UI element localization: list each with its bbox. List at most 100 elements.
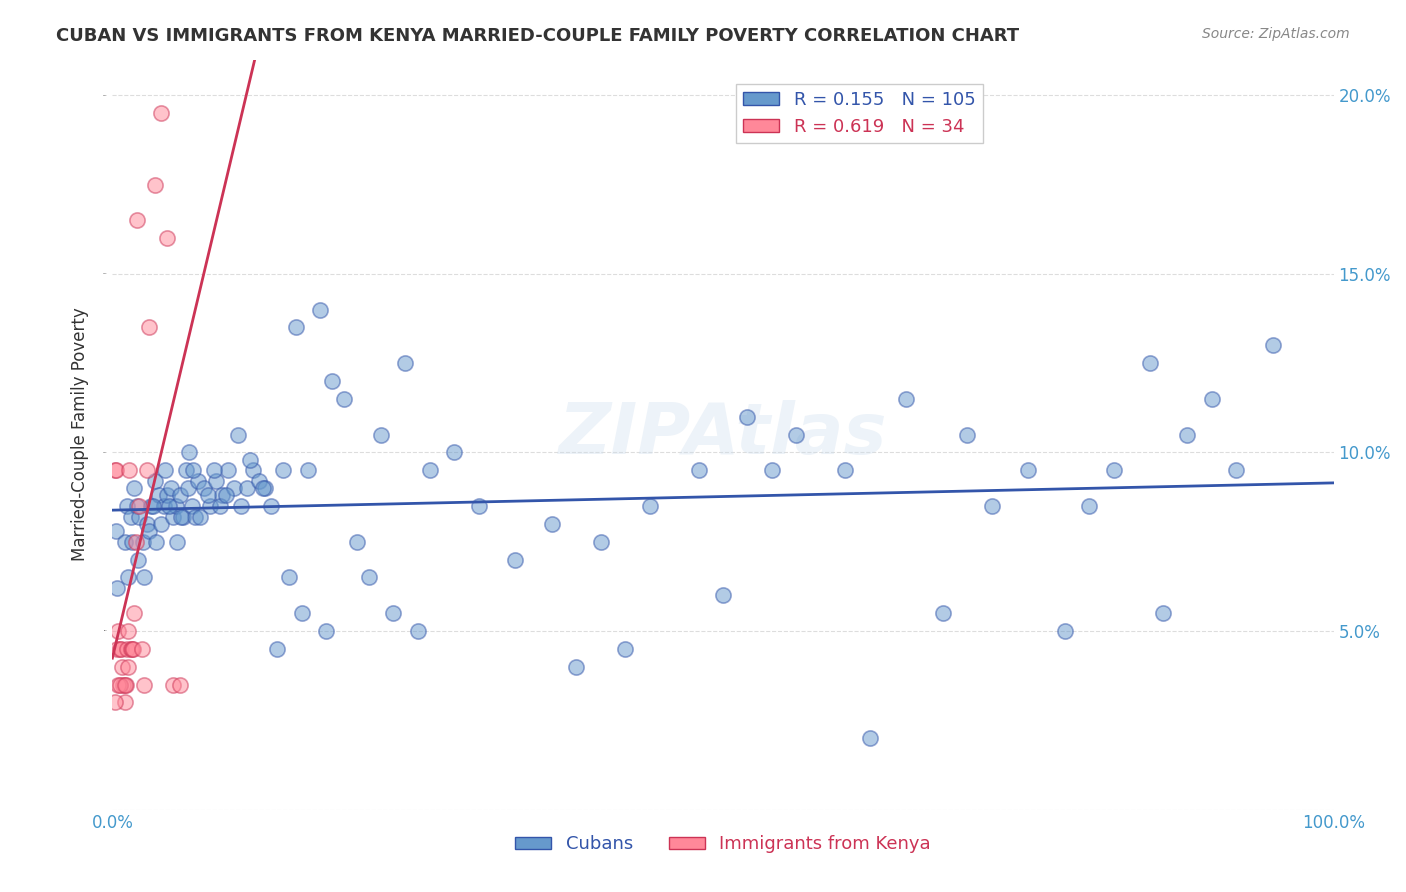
Point [193, 481, 215, 495]
Point [226, 427, 249, 442]
Point [205, 474, 228, 488]
Point [156, 231, 179, 245]
Point [1175, 427, 1198, 442]
Text: ZIPAtlas: ZIPAtlas [558, 401, 887, 469]
Point [1102, 463, 1125, 477]
Point [215, 488, 238, 502]
Point [253, 481, 276, 495]
Point [180, 499, 202, 513]
Point [107, 677, 129, 691]
Point [160, 481, 183, 495]
Point [541, 516, 564, 531]
Point [357, 570, 380, 584]
Point [152, 499, 174, 513]
Point [297, 463, 319, 477]
Point [346, 534, 368, 549]
Point [177, 481, 200, 495]
Point [169, 677, 191, 691]
Point [980, 499, 1002, 513]
Point [188, 509, 211, 524]
Point [166, 534, 188, 549]
Point [128, 509, 150, 524]
Point [711, 588, 734, 602]
Point [105, 524, 128, 538]
Point [187, 474, 209, 488]
Point [124, 606, 146, 620]
Point [638, 499, 661, 513]
Point [117, 659, 139, 673]
Point [143, 178, 166, 192]
Point [252, 481, 274, 495]
Point [138, 524, 160, 538]
Point [1261, 338, 1284, 352]
Point [932, 606, 955, 620]
Point [134, 677, 156, 691]
Point [208, 499, 231, 513]
Point [111, 659, 134, 673]
Point [235, 481, 257, 495]
Point [224, 481, 246, 495]
Point [127, 552, 149, 566]
Point [108, 641, 131, 656]
Point [737, 409, 759, 424]
Y-axis label: Married-Couple Family Poverty: Married-Couple Family Poverty [72, 308, 89, 561]
Point [589, 534, 612, 549]
Point [834, 463, 856, 477]
Point [321, 374, 343, 388]
Point [105, 463, 128, 477]
Point [115, 499, 138, 513]
Point [138, 320, 160, 334]
Text: Source: ZipAtlas.com: Source: ZipAtlas.com [1202, 27, 1350, 41]
Point [1017, 463, 1039, 477]
Point [858, 731, 880, 745]
Point [202, 463, 225, 477]
Point [688, 463, 710, 477]
Point [468, 499, 491, 513]
Point [1078, 499, 1101, 513]
Point [121, 641, 143, 656]
Point [110, 641, 132, 656]
Point [104, 695, 127, 709]
Point [333, 392, 356, 406]
Point [266, 641, 288, 656]
Point [211, 488, 233, 502]
Point [114, 534, 136, 549]
Point [118, 463, 141, 477]
Point [197, 488, 219, 502]
Point [141, 499, 163, 513]
Point [198, 499, 221, 513]
Point [153, 463, 176, 477]
Point [120, 641, 142, 656]
Point [278, 570, 301, 584]
Point [128, 499, 150, 513]
Point [122, 641, 145, 656]
Point [284, 320, 307, 334]
Point [157, 499, 180, 513]
Point [117, 624, 139, 638]
Point [114, 677, 136, 691]
Point [260, 499, 283, 513]
Point [150, 106, 173, 120]
Point [104, 463, 127, 477]
Point [229, 499, 252, 513]
Point [419, 463, 441, 477]
Point [394, 356, 416, 370]
Point [614, 641, 637, 656]
Point [761, 463, 783, 477]
Point [145, 534, 167, 549]
Point [217, 463, 239, 477]
Point [1201, 392, 1223, 406]
Point [309, 302, 332, 317]
Point [143, 474, 166, 488]
Point [174, 463, 197, 477]
Point [315, 624, 337, 638]
Point [134, 570, 156, 584]
Point [120, 509, 142, 524]
Point [131, 641, 153, 656]
Point [1152, 606, 1174, 620]
Point [107, 624, 129, 638]
Point [443, 445, 465, 459]
Point [247, 474, 270, 488]
Point [117, 570, 139, 584]
Point [1139, 356, 1161, 370]
